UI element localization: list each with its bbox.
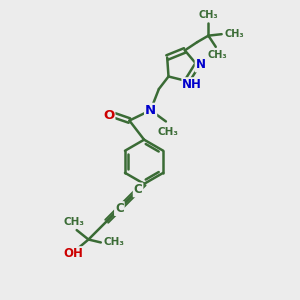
Text: C: C bbox=[115, 202, 124, 215]
Text: CH₃: CH₃ bbox=[207, 50, 227, 60]
Text: CH₃: CH₃ bbox=[157, 127, 178, 137]
Text: OH: OH bbox=[63, 247, 83, 260]
Text: CH₃: CH₃ bbox=[104, 238, 125, 248]
Text: O: O bbox=[103, 109, 114, 122]
Text: CH₃: CH₃ bbox=[64, 217, 85, 227]
Text: N: N bbox=[145, 104, 156, 117]
Text: C: C bbox=[134, 183, 142, 196]
Text: N: N bbox=[196, 58, 206, 71]
Text: CH₃: CH₃ bbox=[199, 10, 218, 20]
Text: NH: NH bbox=[182, 78, 202, 91]
Text: CH₃: CH₃ bbox=[225, 29, 244, 39]
